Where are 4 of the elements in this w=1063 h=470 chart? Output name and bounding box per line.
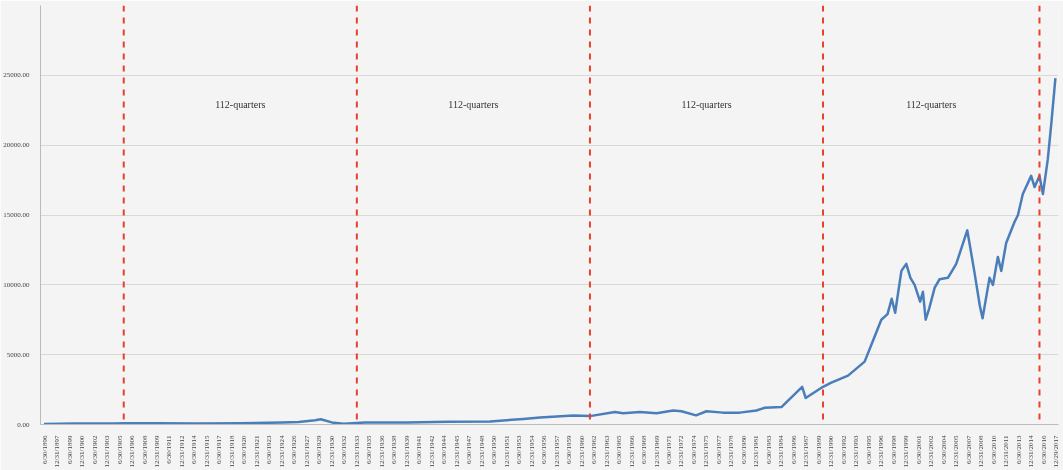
annotation: 112-quarters (215, 99, 266, 111)
annotation: 112-quarters (448, 99, 499, 111)
annotation: 112-quarters (681, 99, 732, 111)
annotation: 112-quarters (906, 99, 957, 111)
